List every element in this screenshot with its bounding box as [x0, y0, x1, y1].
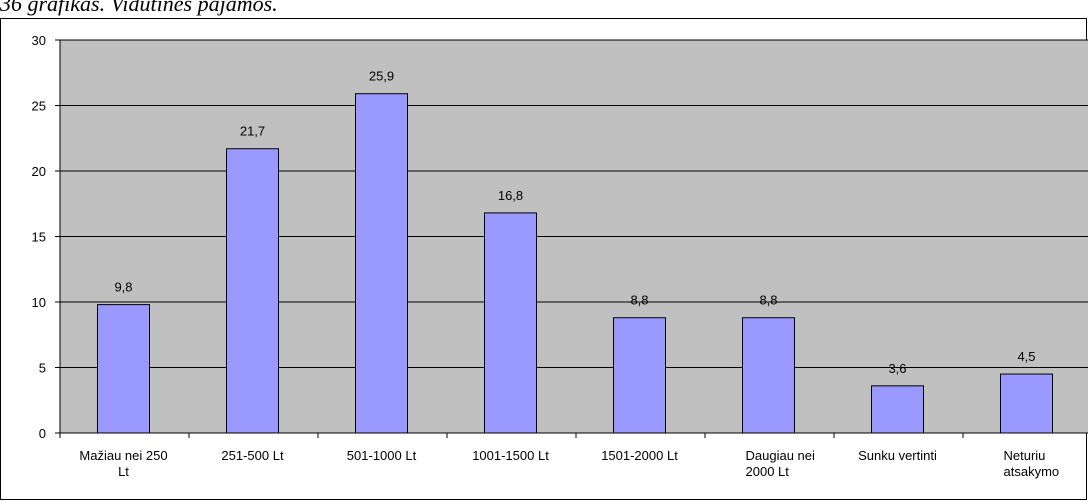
- bar: [97, 304, 150, 434]
- x-category-label: atsakymo: [1004, 464, 1060, 479]
- data-label: 9,8: [114, 280, 132, 295]
- data-label: 16,8: [498, 188, 523, 203]
- x-category-label: Daugiau nei: [746, 448, 815, 463]
- bar: [226, 148, 279, 434]
- y-tick-label: 5: [39, 361, 46, 376]
- x-category-label: 2000 Lt: [746, 464, 790, 479]
- bar: [871, 385, 924, 434]
- y-tick-label: 10: [32, 295, 46, 310]
- x-category-label: 501-1000 Lt: [347, 448, 417, 463]
- y-tick-label: 0: [39, 426, 46, 441]
- data-label: 21,7: [240, 124, 265, 139]
- x-category-label: 251-500 Lt: [221, 448, 284, 463]
- x-category-label: 1001-1500 Lt: [472, 448, 549, 463]
- x-category-label: Sunku vertinti: [858, 448, 937, 463]
- x-category-label: Lt: [118, 464, 129, 479]
- data-label: 8,8: [759, 293, 777, 308]
- y-tick-label: 20: [32, 164, 46, 179]
- x-category-label: Neturiu: [1004, 448, 1046, 463]
- data-label: 3,6: [888, 361, 906, 376]
- data-label: 25,9: [369, 69, 394, 84]
- data-label: 4,5: [1017, 349, 1035, 364]
- y-tick-label: 15: [32, 230, 46, 245]
- x-category-label: 1501-2000 Lt: [601, 448, 678, 463]
- bar: [613, 317, 666, 434]
- bar: [484, 212, 537, 434]
- bar: [742, 317, 795, 434]
- figure-caption: 36 grafikas. Vidutinės pajamos.: [0, 0, 278, 16]
- y-tick-label: 25: [32, 99, 46, 114]
- x-category-label: Mažiau nei 250: [79, 448, 167, 463]
- bar: [355, 93, 408, 434]
- y-tick-label: 30: [32, 33, 46, 48]
- bar: [1000, 373, 1053, 434]
- data-label: 8,8: [630, 293, 648, 308]
